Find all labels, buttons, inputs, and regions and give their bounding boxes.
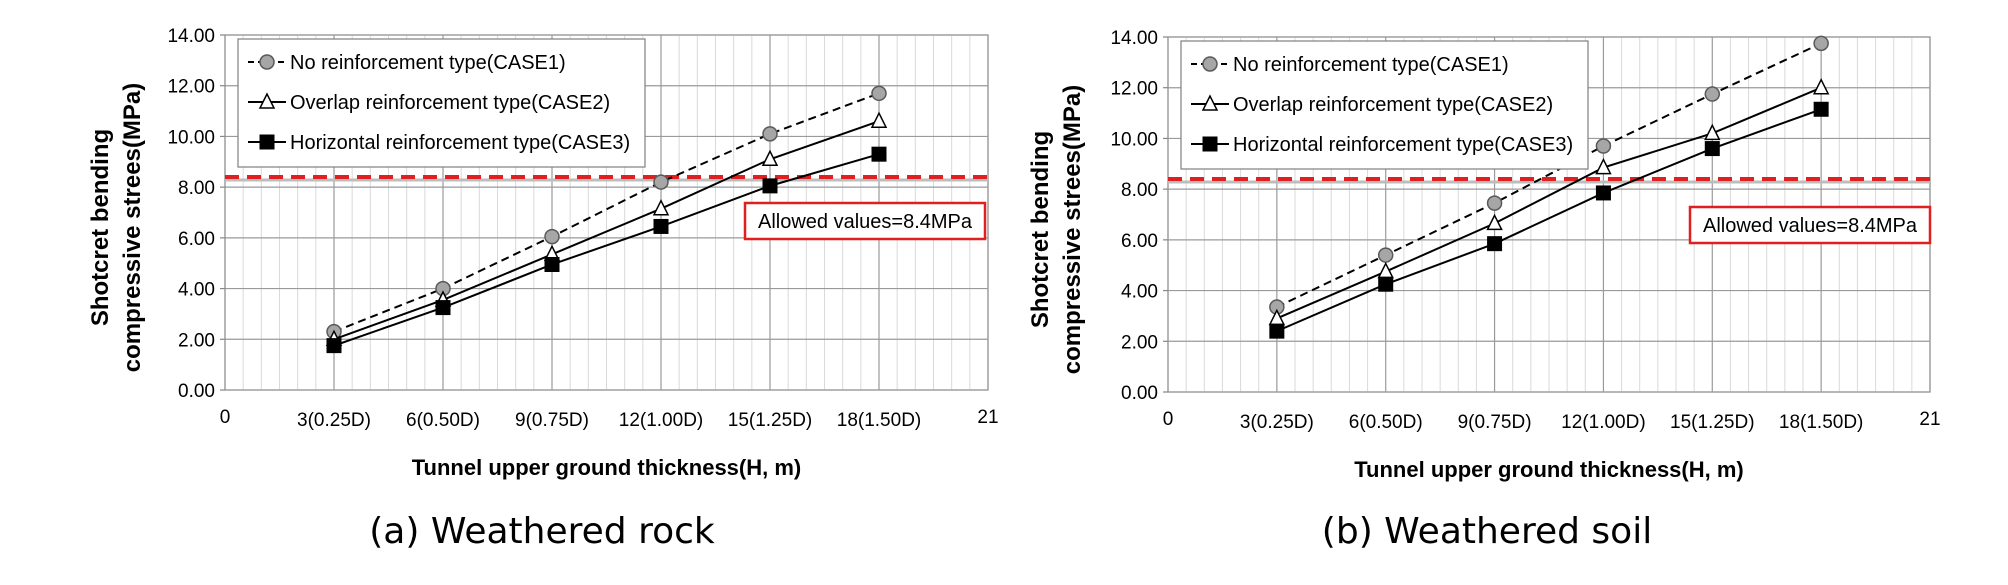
- legend-swatch-marker: [1201, 94, 1219, 111]
- y-tick-label: 2.00: [178, 330, 215, 351]
- legend-swatch-marker: [258, 92, 276, 109]
- data-point-case1: [1486, 195, 1503, 211]
- data-point-case2: [1812, 78, 1830, 95]
- legend-entry-case2: Overlap reinforcement type(CASE2): [290, 92, 610, 114]
- y-tick-label: 10.00: [1110, 129, 1158, 150]
- data-point-case3: [1704, 141, 1720, 157]
- allowed-value-box: [1688, 205, 1932, 245]
- y-axis-label: compressive strees(MPa): [119, 83, 146, 372]
- x-tick-label: 21: [977, 407, 998, 428]
- data-point-case1: [762, 126, 778, 142]
- y-tick-label: 14.00: [167, 26, 215, 47]
- x-tick-label: 12(1.00D): [619, 410, 704, 431]
- x-axis-label: Tunnel upper ground thickness(H, m): [1354, 457, 1744, 482]
- data-point-case2: [1704, 123, 1721, 141]
- x-tick-label: 0: [1163, 409, 1174, 430]
- legend-swatch-marker: [1202, 136, 1218, 152]
- data-point-case1: [653, 174, 669, 190]
- x-tick-label: 0: [220, 407, 231, 428]
- y-axis-label: Shotcret bending: [87, 129, 114, 326]
- data-point-case3: [1487, 236, 1503, 252]
- data-point-case3: [1813, 101, 1829, 117]
- legend-entry-case3: Horizontal reinforcement type(CASE3): [1233, 134, 1573, 156]
- data-point-case2: [652, 199, 670, 216]
- data-point-case3: [762, 178, 778, 194]
- x-tick-label: 3(0.25D): [1240, 412, 1314, 433]
- data-point-case1: [544, 228, 560, 245]
- y-tick-label: 12.00: [1110, 79, 1158, 100]
- data-point-case2: [1486, 213, 1503, 231]
- data-point-case3: [1378, 276, 1394, 292]
- x-tick-label: 15(1.25D): [1670, 412, 1755, 433]
- data-point-case1: [1813, 35, 1829, 52]
- data-point-case3: [653, 218, 669, 234]
- y-tick-label: 4.00: [178, 280, 215, 301]
- legend-swatch-marker: [259, 134, 275, 150]
- y-axis-label: compressive strees(MPa): [1059, 85, 1086, 374]
- y-tick-label: 10.00: [167, 127, 215, 148]
- allowed-value-label: Allowed values=8.4MPa: [1703, 215, 1918, 237]
- x-tick-label: 21: [1919, 409, 1940, 430]
- y-tick-label: 6.00: [1121, 231, 1158, 252]
- series-line-case2: [333, 120, 880, 341]
- series-line-case3: [333, 153, 880, 347]
- data-point-case1: [871, 85, 887, 102]
- y-tick-label: 14.00: [1110, 28, 1158, 49]
- series-line-case1: [1276, 42, 1822, 308]
- series-line-case1: [333, 92, 880, 333]
- chart-caption: (b) Weathered soil: [1322, 511, 1652, 552]
- legend-entry-case1: No reinforcement type(CASE1): [290, 52, 566, 74]
- x-tick-label: 6(0.50D): [406, 410, 480, 431]
- x-tick-label: 9(0.75D): [515, 410, 589, 431]
- y-tick-label: 8.00: [178, 178, 215, 199]
- data-point-case3: [326, 338, 342, 354]
- data-point-case3: [1595, 185, 1611, 201]
- data-point-case1: [1377, 247, 1394, 263]
- data-point-case2: [1595, 157, 1612, 175]
- legend-box: [237, 38, 646, 168]
- data-point-case1: [1595, 138, 1612, 154]
- data-point-case3: [1269, 323, 1285, 339]
- y-tick-label: 8.00: [1121, 180, 1158, 201]
- series-line-case3: [1276, 108, 1822, 333]
- y-tick-label: 4.00: [1121, 282, 1158, 303]
- x-tick-label: 3(0.25D): [297, 410, 371, 431]
- y-axis-label: Shotcret bending: [1027, 131, 1054, 328]
- y-tick-label: 6.00: [178, 229, 215, 250]
- x-tick-label: 12(1.00D): [1561, 412, 1646, 433]
- allowed-value-label: Allowed values=8.4MPa: [758, 211, 973, 233]
- x-tick-label: 18(1.50D): [837, 410, 922, 431]
- data-point-case3: [544, 256, 560, 272]
- data-point-case2: [761, 149, 779, 166]
- chart-caption: (a) Weathered rock: [369, 511, 715, 552]
- x-axis-label: Tunnel upper ground thickness(H, m): [412, 455, 802, 480]
- series-line-case2: [1276, 86, 1822, 320]
- legend-entry-case2: Overlap reinforcement type(CASE2): [1233, 94, 1553, 116]
- legend-box: [1180, 40, 1589, 170]
- x-tick-label: 6(0.50D): [1349, 412, 1423, 433]
- x-tick-label: 18(1.50D): [1779, 412, 1864, 433]
- legend-swatch-marker: [259, 54, 275, 70]
- allowed-value-box: [743, 201, 987, 241]
- data-point-case3: [871, 146, 887, 162]
- chart-weathered-rock: 0.00 2.00 4.00 6.00 8.00 10.00 12.00 14.00 0 3(0.…: [87, 26, 999, 552]
- x-tick-label: 15(1.25D): [728, 410, 813, 431]
- y-tick-label: 12.00: [167, 77, 215, 98]
- chart-weathered-soil: 0.00 2.00 4.00 6.00 8.00 10.00 12.00 14.00 0 3(0.…: [1027, 28, 1941, 552]
- x-tick-label: 9(0.75D): [1458, 412, 1532, 433]
- y-tick-label: 0.00: [1121, 383, 1158, 404]
- legend-entry-case1: No reinforcement type(CASE1): [1233, 54, 1509, 76]
- y-tick-label: 2.00: [1121, 332, 1158, 353]
- data-point-case3: [435, 300, 451, 316]
- data-point-case1: [1704, 86, 1721, 102]
- y-tick-label: 0.00: [178, 381, 215, 402]
- data-point-case2: [870, 111, 888, 128]
- legend-entry-case3: Horizontal reinforcement type(CASE3): [290, 132, 630, 154]
- legend-swatch-marker: [1202, 56, 1218, 72]
